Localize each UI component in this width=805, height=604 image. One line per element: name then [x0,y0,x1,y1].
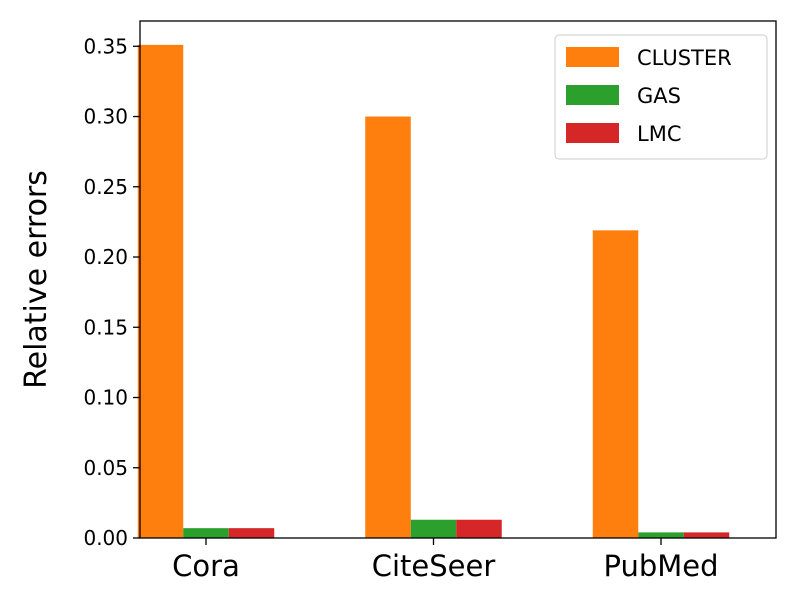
bar-cluster-cora [137,44,184,539]
bar-lmc-citeseer [456,519,502,538]
y-tick-label: 0.00 [83,526,128,550]
x-tick-label-citeseer: CiteSeer [372,549,496,583]
bar-gas-pubmed [638,532,684,538]
x-tick-label-cora: Cora [172,549,240,583]
y-tick-label: 0.30 [83,105,128,129]
y-tick-label: 0.20 [83,245,128,269]
legend-label-lmc: LMC [637,122,681,146]
bar-gas-citeseer [410,519,457,538]
y-tick-label: 0.10 [83,386,128,410]
plot-frame [139,20,777,539]
y-tick-label: 0.15 [83,315,128,339]
y-tick-label: 0.35 [83,34,128,58]
legend-swatch-lmc [566,123,619,143]
bar-cluster-pubmed [592,230,639,539]
y-tick-label: 0.05 [83,456,128,480]
y-axis: 0.00 0.05 0.10 0.15 0.20 0.25 0.30 0.35 [83,34,140,550]
bar-lmc-cora [228,528,275,538]
y-axis-label: Relative errors [19,170,54,389]
bar-cluster-citeseer [365,116,411,539]
x-axis: Cora CiteSeer PubMed [172,538,719,583]
legend-swatch-gas [566,85,619,105]
x-tick-label-pubmed: PubMed [603,549,718,583]
bar-gas-cora [183,528,229,538]
legend-label-gas: GAS [637,84,681,108]
legend-label-cluster: CLUSTER [637,46,732,70]
bar-lmc-pubmed [683,532,730,538]
bars-layer [137,44,730,539]
legend-swatch-cluster [566,47,619,67]
legend: CLUSTER GAS LMC [554,34,768,160]
y-tick-label: 0.25 [83,175,128,199]
